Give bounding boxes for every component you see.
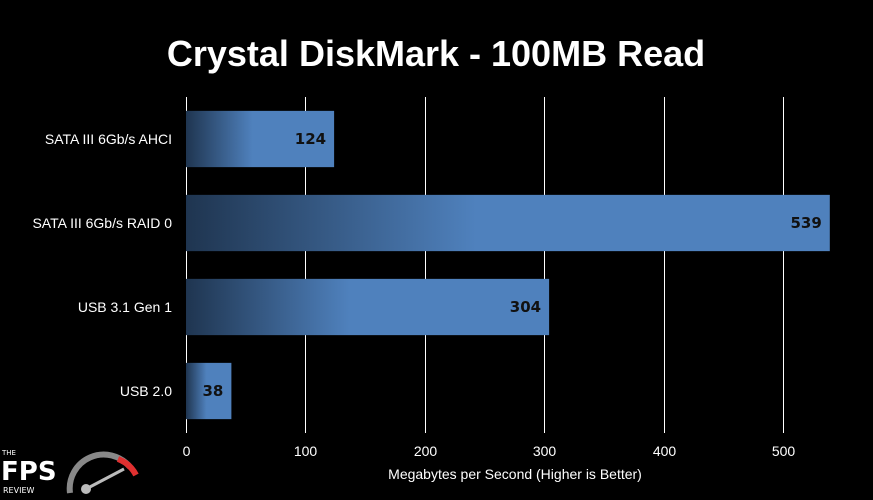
x-tick-label: 300: [533, 443, 557, 459]
x-tick-label: 400: [653, 443, 677, 459]
bar: [186, 278, 550, 336]
x-tick-label: 0: [183, 443, 191, 459]
category-label: USB 3.1 Gen 1: [78, 299, 172, 315]
bar: [186, 194, 830, 252]
bar: [186, 110, 335, 168]
category-labels: SATA III 6Gb/s AHCI SATA III 6Gb/s RAID 0…: [32, 131, 172, 399]
x-tick-labels: 0 100 200 300 400 500: [183, 443, 796, 459]
category-label: SATA III 6Gb/s AHCI: [45, 131, 172, 147]
logo-main-text: FPS: [1, 457, 57, 487]
category-label: USB 2.0: [120, 383, 172, 399]
chart-title: Crystal DiskMark - 100MB Read: [167, 33, 705, 74]
speedometer-icon: [66, 451, 139, 494]
bar-data-label: 124: [295, 130, 326, 148]
bar-data-label: 304: [510, 298, 541, 316]
logo-sub-text: REVIEW: [3, 486, 35, 495]
bar-data-label: 38: [203, 382, 224, 400]
x-tick-label: 200: [414, 443, 438, 459]
logo-small-text: THE: [1, 449, 16, 457]
x-tick-label: 100: [294, 443, 318, 459]
bars: 124 539 304 38: [186, 110, 830, 420]
category-label: SATA III 6Gb/s RAID 0: [32, 215, 172, 231]
fps-review-logo: THE FPS REVIEW: [1, 449, 139, 495]
x-axis-title: Megabytes per Second (Higher is Better): [388, 466, 642, 482]
bar-data-label: 539: [790, 214, 821, 232]
x-tick-label: 500: [772, 443, 796, 459]
bar: [186, 362, 232, 420]
